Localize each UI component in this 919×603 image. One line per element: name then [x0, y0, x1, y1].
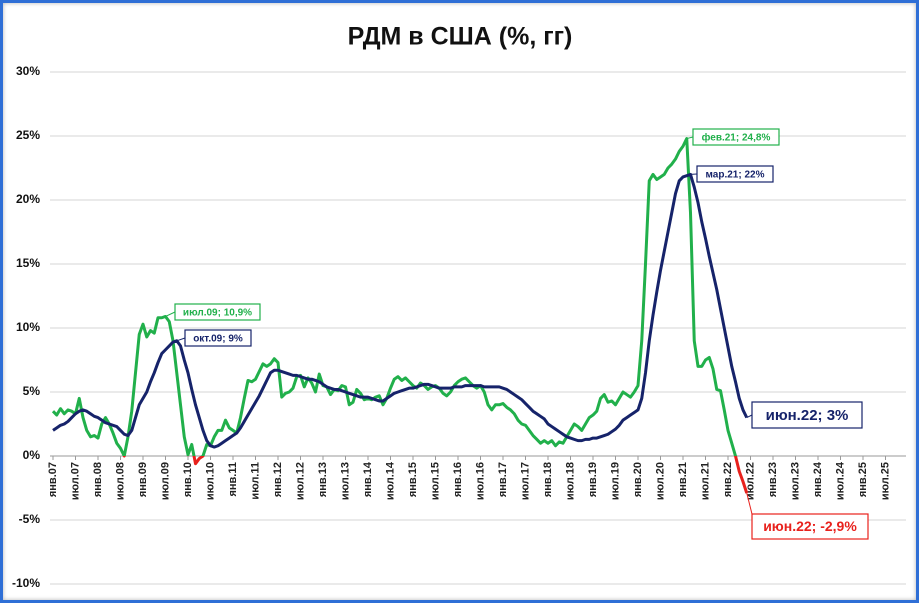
x-tick-label: янв.16	[452, 462, 464, 497]
x-tick-label: янв.09	[137, 462, 149, 497]
x-tick-label: июл.07	[69, 462, 81, 500]
x-tick-label: янв.23	[767, 462, 779, 497]
x-tick-label: июл.08	[114, 462, 126, 500]
y-tick-label: 20%	[16, 192, 40, 206]
x-tick-label: янв.07	[47, 462, 59, 497]
y-tick-label: -10%	[12, 576, 40, 590]
x-tick-label: июл.09	[159, 462, 171, 500]
x-tick-label: янв.21	[677, 462, 689, 497]
y-tick-label: 15%	[16, 256, 40, 270]
x-tick-label: янв.19	[587, 462, 599, 497]
y-tick-label: 5%	[23, 384, 41, 398]
x-tick-label: июл.25	[879, 462, 891, 500]
x-tick-label: июл.16	[474, 462, 486, 500]
x-tick-label: июл.19	[609, 462, 621, 500]
x-tick-label: июл.23	[789, 462, 801, 500]
x-tick-label: янв.13	[317, 462, 329, 497]
x-tick-label: июл.11	[249, 462, 261, 500]
line-series	[51, 137, 738, 456]
x-tick-label: янв.14	[362, 461, 374, 497]
x-tick-label: янв.17	[497, 462, 509, 497]
y-tick-label: 10%	[16, 320, 40, 334]
x-tick-label: июл.22	[744, 462, 756, 500]
x-tick-label: янв.18	[542, 462, 554, 497]
x-tick-label: июл.12	[294, 462, 306, 500]
annotation-label: июл.09; 10,9%	[183, 308, 252, 319]
x-tick-label: июл.17	[519, 462, 531, 500]
x-tick-label: июл.14	[384, 461, 396, 500]
x-tick-label: янв.11	[227, 462, 239, 497]
annotation-label: июн.22; 3%	[766, 407, 849, 424]
x-tick-label: янв.08	[92, 462, 104, 497]
annotation-box	[184, 329, 252, 347]
x-tick-label: янв.24	[812, 461, 824, 497]
line-series	[52, 172, 749, 449]
y-tick-label: 25%	[16, 128, 40, 142]
x-tick-label: июл.20	[654, 462, 666, 500]
y-tick-label: -5%	[19, 512, 41, 526]
annotation-label: мар.21; 22%	[706, 170, 765, 181]
x-tick-label: июл.24	[834, 461, 846, 500]
x-tick-label: янв.25	[857, 462, 869, 497]
annotation-box	[174, 303, 261, 321]
annotation-leader	[686, 136, 694, 140]
annotation-box	[696, 165, 774, 183]
x-tick-label: июл.15	[429, 462, 441, 500]
annotation-label: фев.21; 24,8%	[702, 132, 771, 144]
x-tick-label: июл.21	[699, 462, 711, 500]
x-tick-label: янв.22	[722, 462, 734, 497]
annotation-box	[692, 128, 780, 146]
x-tick-label: янв.10	[182, 462, 194, 497]
annotation-label: окт.09; 9%	[193, 334, 243, 345]
y-tick-label: 0%	[23, 448, 41, 462]
x-tick-label: июл.18	[564, 462, 576, 500]
annotation-leader	[176, 337, 186, 342]
x-tick-label: июл.10	[204, 462, 216, 500]
annotation-leader	[165, 311, 176, 317]
annotation-box	[751, 513, 869, 540]
annotation-label: июн.22; -2,9%	[763, 518, 857, 534]
y-tick-label: 30%	[16, 64, 40, 78]
x-tick-label: янв.15	[407, 462, 419, 497]
x-tick-label: янв.12	[272, 462, 284, 497]
x-tick-label: янв.20	[632, 462, 644, 497]
chart-title: РДМ в США (%, гг)	[348, 23, 573, 51]
annotation-box	[751, 401, 863, 429]
x-tick-label: июл.13	[339, 462, 351, 500]
annotation-leader	[746, 492, 753, 515]
annotation-leader	[746, 414, 753, 419]
